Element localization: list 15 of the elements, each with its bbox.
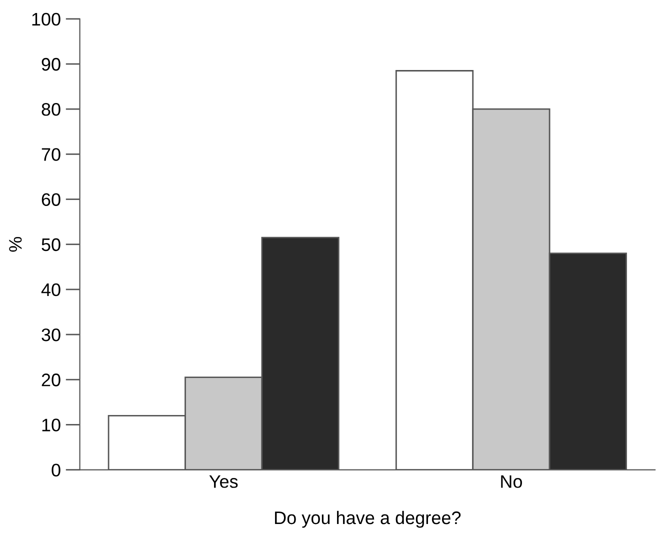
- y-tick-label: 80: [42, 103, 60, 116]
- y-tick-label: 90: [42, 58, 60, 71]
- y-tick-label: 20: [42, 374, 60, 386]
- y-tick-label: 40: [41, 283, 60, 296]
- y-tick-label: 0: [52, 464, 60, 477]
- y-tick-label: 70: [42, 148, 60, 161]
- y-tick-label: 50: [42, 238, 60, 252]
- y-tick-label: 100: [32, 12, 60, 26]
- x-tick-label: No: [501, 475, 522, 488]
- x-axis-title: Do you have a degree?: [275, 510, 461, 528]
- y-axis-title: %: [9, 236, 22, 252]
- x-tick-label: Yes: [209, 475, 238, 488]
- y-tick-label: 10: [42, 418, 60, 432]
- y-tick-label: 60: [42, 193, 60, 206]
- y-tick-label: 30: [42, 328, 60, 342]
